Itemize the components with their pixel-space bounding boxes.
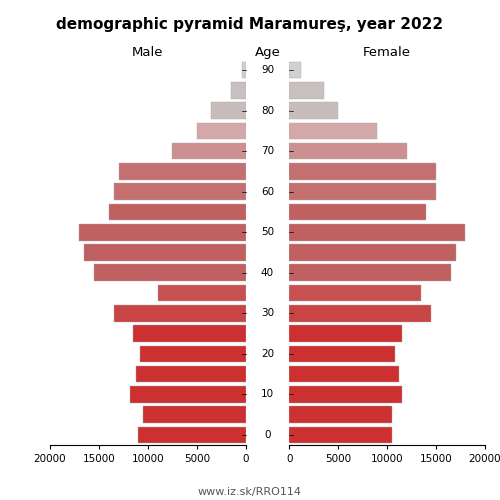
Bar (136, 366, 246, 382)
Bar (130, 386, 246, 402)
Bar (289, 426, 392, 443)
Bar (289, 305, 431, 322)
Bar (138, 426, 246, 443)
Bar (289, 184, 436, 200)
Bar (114, 184, 246, 200)
Bar (108, 204, 246, 220)
Text: 30: 30 (261, 308, 274, 318)
Bar (158, 284, 246, 302)
Bar (289, 102, 338, 119)
Bar (289, 346, 395, 362)
Bar (197, 122, 246, 139)
Bar (143, 406, 246, 423)
Bar (289, 325, 402, 342)
Text: 0: 0 (264, 430, 270, 440)
Bar (289, 386, 402, 402)
Bar (289, 284, 422, 302)
Text: 10: 10 (261, 390, 274, 400)
Text: 20: 20 (261, 349, 274, 359)
Bar (289, 244, 456, 261)
Bar (231, 82, 246, 98)
Bar (289, 224, 466, 240)
Text: 80: 80 (261, 106, 274, 116)
Bar (289, 204, 426, 220)
Bar (140, 346, 246, 362)
Bar (289, 62, 301, 78)
Bar (84, 244, 245, 261)
Text: 60: 60 (261, 186, 274, 196)
Text: demographic pyramid Maramureş, year 2022: demographic pyramid Maramureş, year 2022 (56, 18, 444, 32)
Bar (289, 406, 392, 423)
Bar (289, 122, 378, 139)
Title: Female: Female (363, 46, 411, 59)
Bar (118, 163, 246, 180)
Bar (80, 224, 245, 240)
Text: 40: 40 (261, 268, 274, 278)
Bar (242, 62, 246, 78)
Bar (289, 143, 406, 160)
Bar (289, 366, 399, 382)
Text: www.iz.sk/RRO114: www.iz.sk/RRO114 (198, 487, 302, 497)
Bar (94, 264, 246, 281)
Text: 90: 90 (261, 65, 274, 75)
Text: 70: 70 (261, 146, 274, 156)
Bar (172, 143, 246, 160)
Text: 50: 50 (261, 227, 274, 237)
Title: Male: Male (132, 46, 164, 59)
Bar (289, 82, 324, 98)
Title: Age: Age (254, 46, 280, 59)
Bar (289, 264, 450, 281)
Bar (114, 305, 246, 322)
Bar (133, 325, 246, 342)
Bar (212, 102, 246, 119)
Bar (289, 163, 436, 180)
